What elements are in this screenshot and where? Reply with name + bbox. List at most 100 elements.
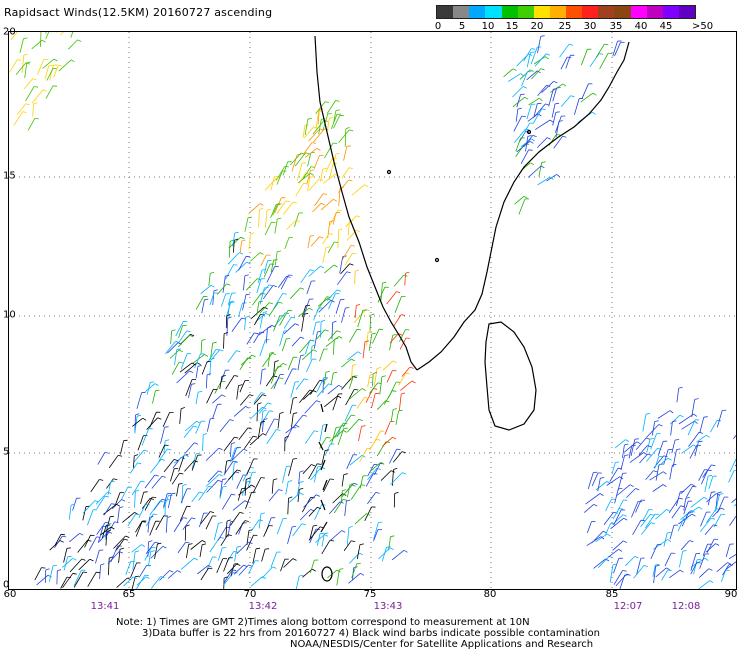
wind-barb-flag	[364, 397, 369, 399]
wind-barb	[150, 546, 163, 559]
wind-barb-flag	[300, 336, 305, 339]
wind-barb	[333, 115, 341, 129]
wind-barb-flag	[89, 558, 94, 562]
wind-barb-flag	[225, 274, 230, 277]
wind-barb-flag	[368, 330, 373, 333]
wind-barb-flag	[263, 418, 268, 421]
wind-barb	[369, 439, 377, 450]
wind-barb	[327, 118, 330, 131]
wind-barb	[145, 541, 156, 554]
wind-barb	[642, 509, 650, 521]
wind-barb	[383, 390, 393, 405]
wind-barb	[581, 83, 589, 99]
wind-barb-flag	[375, 492, 380, 494]
wind-barb	[645, 513, 656, 529]
wind-barb-flag	[185, 524, 190, 527]
wind-barb	[239, 357, 248, 371]
wind-barb	[240, 354, 253, 366]
wind-barb	[584, 504, 594, 513]
wind-barb-flag	[698, 440, 703, 443]
wind-barb-flag	[246, 261, 251, 265]
wind-barb-flag	[667, 532, 672, 534]
wind-barb-flag	[663, 455, 668, 458]
wind-barb	[144, 496, 153, 511]
wind-barb-flag	[351, 358, 355, 362]
wind-barb-flag	[650, 513, 655, 516]
wind-barb-flag	[313, 525, 318, 527]
wind-barb	[669, 414, 681, 425]
wind-barb-flag	[235, 471, 240, 474]
wind-barb	[368, 382, 379, 394]
wind-barb	[538, 162, 543, 177]
wind-barb	[185, 379, 193, 397]
wind-barb	[580, 92, 594, 103]
wind-barb-flag	[309, 307, 313, 311]
wind-barb	[680, 540, 690, 551]
wind-barb-flag	[604, 43, 609, 46]
wind-barb	[100, 526, 112, 536]
wind-barb	[512, 86, 524, 98]
wind-barb-flag	[663, 471, 667, 475]
wind-barb-flag	[262, 409, 267, 412]
wind-barb	[214, 380, 222, 394]
wind-barb-flag	[83, 571, 88, 573]
wind-barb	[223, 571, 235, 586]
wind-barb-flag	[230, 520, 235, 523]
wind-barb	[15, 62, 27, 75]
wind-barb	[205, 515, 213, 530]
wind-barb-flag	[345, 307, 350, 309]
wind-barb-flag	[100, 563, 105, 566]
lat-label: 5	[3, 446, 10, 458]
wind-barb	[301, 314, 305, 332]
wind-barb	[688, 432, 700, 447]
wind-barb	[266, 429, 277, 445]
wind-barb	[137, 435, 144, 451]
wind-barb	[533, 56, 546, 65]
wind-barb-flag	[319, 379, 324, 382]
wind-barb-flag	[184, 454, 189, 458]
wind-barb	[303, 390, 314, 400]
wind-barb-flag	[140, 480, 145, 483]
wind-barb	[612, 508, 620, 520]
wind-barb-flag	[314, 430, 319, 433]
wind-barb	[45, 32, 47, 34]
wind-barb	[374, 463, 381, 475]
wind-barb	[276, 200, 287, 215]
wind-barb-flag	[285, 312, 290, 315]
wind-barb	[114, 492, 121, 506]
wind-barb-flag	[358, 552, 363, 556]
wind-barb	[197, 565, 209, 575]
wind-barb	[327, 330, 338, 341]
wind-barb-flag	[532, 135, 537, 137]
wind-barb-flag	[222, 486, 227, 488]
wind-barb-flag	[680, 505, 685, 508]
wind-barb	[227, 252, 240, 265]
wind-barb	[537, 176, 551, 186]
wind-barb-flag	[59, 540, 64, 543]
wind-barb	[213, 523, 219, 540]
wind-barb	[200, 340, 203, 354]
wind-barb	[302, 125, 306, 138]
wind-barb-flag	[380, 462, 385, 465]
wind-barb	[184, 362, 198, 374]
wind-barb	[550, 83, 564, 93]
wind-barb-flag	[691, 510, 696, 513]
wind-barb	[615, 573, 627, 587]
wind-barb-flag	[99, 479, 104, 481]
wind-barb-flag	[675, 439, 680, 441]
wind-barb-flag	[288, 309, 293, 312]
wind-barb-flag	[134, 454, 139, 457]
wind-barb	[227, 301, 231, 320]
wind-barb	[225, 521, 228, 538]
wind-barb-flag	[137, 462, 142, 465]
wind-barb	[341, 307, 346, 323]
wind-barb	[310, 346, 313, 360]
wind-barb	[325, 336, 340, 347]
wind-barb-flag	[305, 152, 310, 155]
wind-barb	[548, 88, 554, 107]
wind-barb-flag	[70, 59, 75, 63]
wind-barb-flag	[398, 409, 403, 412]
wind-barb	[635, 499, 642, 513]
wind-barb-flag	[66, 547, 71, 549]
wind-barb	[638, 445, 648, 456]
